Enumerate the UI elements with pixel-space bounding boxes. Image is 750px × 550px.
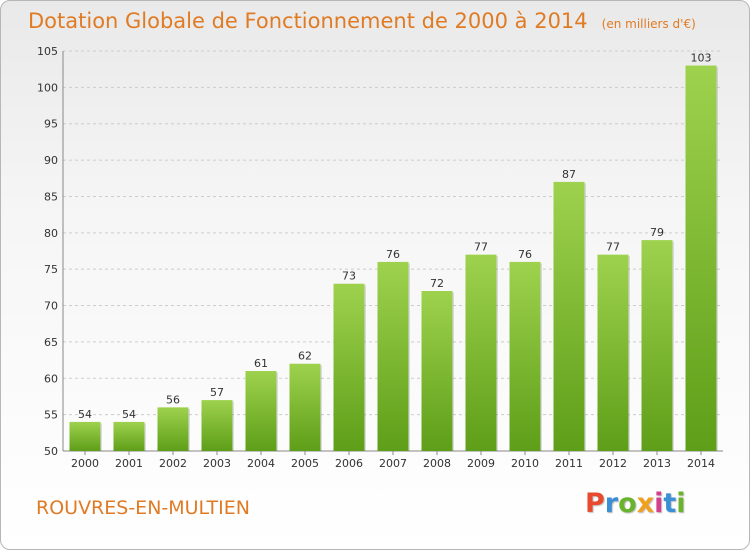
bar: [333, 283, 365, 451]
bar: [69, 421, 101, 451]
x-tick-label: 2002: [159, 457, 187, 470]
chart-title-text: Dotation Globale de Fonctionnement de 20…: [28, 9, 588, 33]
x-tick-label: 2007: [379, 457, 407, 470]
bar-value-label: 103: [691, 52, 712, 65]
logo-letter: t: [663, 488, 677, 519]
y-tick-label: 105: [37, 45, 58, 58]
bar-value-label: 54: [78, 408, 92, 421]
y-tick-label: 65: [44, 336, 58, 349]
logo-letter: x: [636, 488, 655, 519]
y-tick-label: 55: [44, 409, 58, 422]
bar: [113, 421, 145, 451]
x-tick-label: 2009: [467, 457, 495, 470]
x-tick-label: 2014: [687, 457, 715, 470]
bar-value-label: 72: [430, 277, 444, 290]
logo-letter: o: [618, 488, 637, 519]
x-tick-label: 2010: [511, 457, 539, 470]
bar: [641, 240, 673, 451]
bar: [421, 291, 453, 451]
bar-value-label: 54: [122, 408, 136, 421]
bar: [377, 261, 409, 451]
bar: [685, 65, 717, 451]
x-tick-label: 2011: [555, 457, 583, 470]
bar: [465, 254, 497, 451]
y-tick-label: 95: [44, 118, 58, 131]
bar-value-label: 87: [562, 168, 576, 181]
bar-value-label: 76: [518, 248, 532, 261]
bar: [509, 261, 541, 451]
y-tick-label: 60: [44, 372, 58, 385]
bar: [553, 181, 585, 451]
bar-value-label: 62: [298, 350, 312, 363]
bar-value-label: 73: [342, 270, 356, 283]
bar-value-label: 77: [606, 241, 620, 254]
y-tick-label: 90: [44, 154, 58, 167]
logo-letter: P: [585, 488, 605, 519]
bar-value-label: 77: [474, 241, 488, 254]
x-tick-label: 2000: [71, 457, 99, 470]
chart-title: Dotation Globale de Fonctionnement de 20…: [28, 9, 696, 33]
bar: [157, 407, 189, 451]
x-tick-label: 2012: [599, 457, 627, 470]
y-tick-label: 80: [44, 227, 58, 240]
bar-value-label: 56: [166, 393, 180, 406]
bar: [201, 400, 233, 451]
y-tick-label: 85: [44, 190, 58, 203]
logo-letter: i: [676, 488, 686, 519]
bar-value-label: 79: [650, 226, 664, 239]
y-tick-label: 100: [37, 81, 58, 94]
bar: [597, 254, 629, 451]
logo-letter: i: [654, 488, 664, 519]
bar-value-label: 76: [386, 248, 400, 261]
y-tick-label: 50: [44, 445, 58, 458]
bar-value-label: 57: [210, 386, 224, 399]
x-tick-label: 2006: [335, 457, 363, 470]
bar-value-label: 61: [254, 357, 268, 370]
chart-subtitle: (en milliers d'€): [601, 17, 696, 31]
bar: [289, 363, 321, 451]
x-tick-label: 2008: [423, 457, 451, 470]
x-tick-label: 2001: [115, 457, 143, 470]
x-tick-label: 2003: [203, 457, 231, 470]
y-tick-label: 70: [44, 300, 58, 313]
bar: [245, 371, 277, 451]
commune-name: ROUVRES-EN-MULTIEN: [36, 497, 250, 519]
x-tick-label: 2004: [247, 457, 275, 470]
proxiti-logo: Proxiti: [585, 488, 686, 519]
x-tick-label: 2005: [291, 457, 319, 470]
logo-letter: r: [604, 488, 619, 519]
y-tick-label: 75: [44, 263, 58, 276]
x-tick-label: 2013: [643, 457, 671, 470]
